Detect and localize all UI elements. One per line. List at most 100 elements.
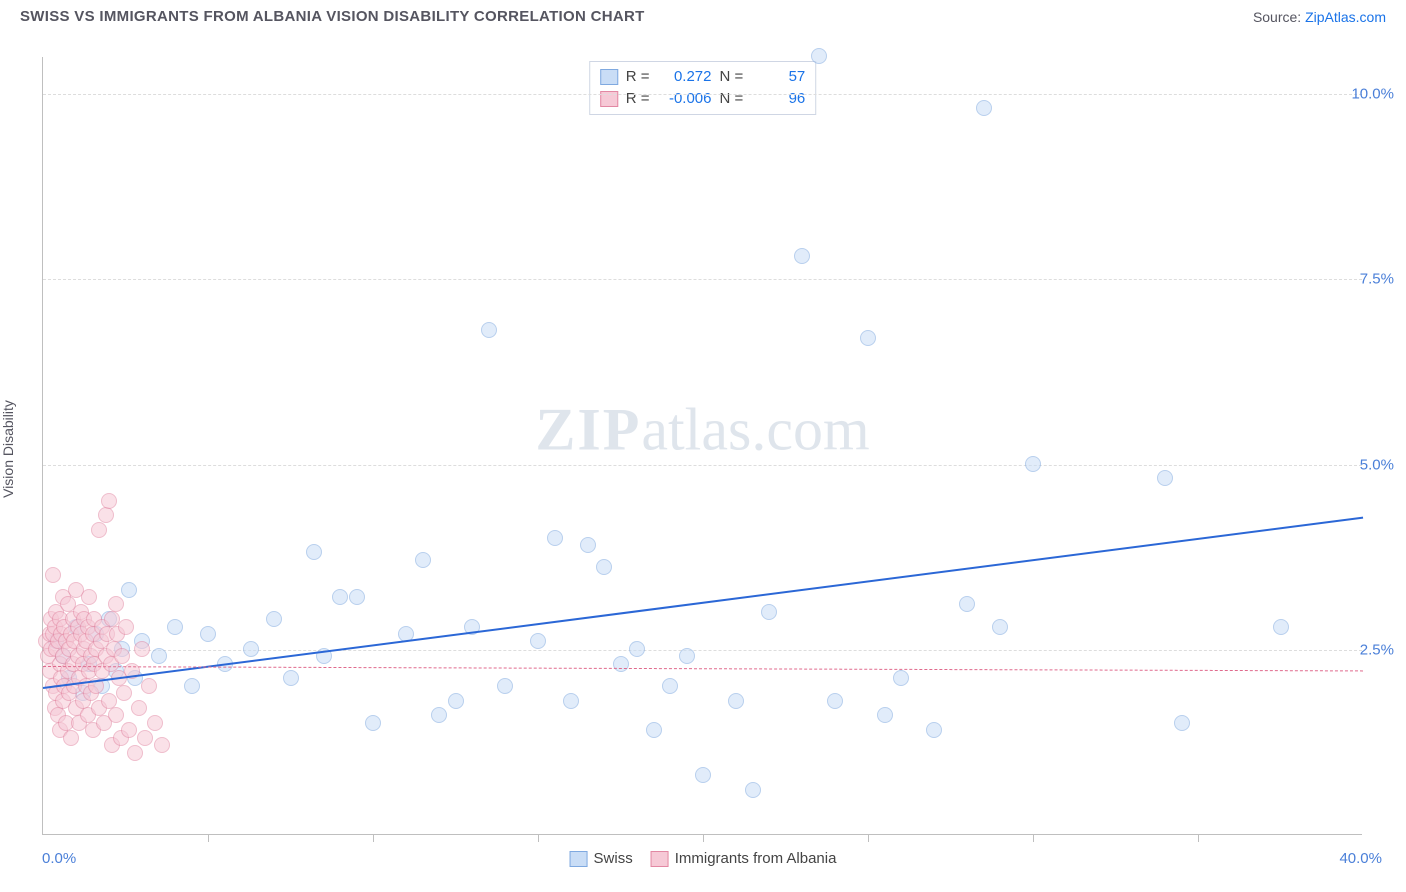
data-point (167, 619, 183, 635)
data-point (761, 604, 777, 620)
gridline (43, 279, 1362, 280)
data-point (1025, 456, 1041, 472)
data-point (827, 693, 843, 709)
data-point (959, 596, 975, 612)
data-point (629, 641, 645, 657)
data-point (137, 730, 153, 746)
data-point (811, 48, 827, 64)
data-point (580, 537, 596, 553)
data-point (283, 670, 299, 686)
data-point (121, 582, 137, 598)
data-point (45, 567, 61, 583)
data-point (141, 678, 157, 694)
header: SWISS VS IMMIGRANTS FROM ALBANIA VISION … (0, 0, 1406, 29)
data-point (91, 522, 107, 538)
y-tick-label: 10.0% (1351, 86, 1394, 103)
data-point (151, 648, 167, 664)
y-tick-label: 7.5% (1360, 271, 1394, 288)
data-point (134, 641, 150, 657)
data-point (108, 707, 124, 723)
legend-item-swiss: Swiss (570, 850, 633, 867)
data-point (101, 693, 117, 709)
data-point (728, 693, 744, 709)
data-point (745, 782, 761, 798)
data-point (365, 715, 381, 731)
data-point (1157, 470, 1173, 486)
legend-top-row-1: R = -0.006 N = 96 (600, 88, 806, 110)
r-value-swiss: 0.272 (658, 66, 712, 88)
data-point (81, 589, 97, 605)
data-point (992, 619, 1008, 635)
y-axis-label: Vision Disability (0, 400, 16, 498)
data-point (131, 700, 147, 716)
data-point (481, 322, 497, 338)
data-point (1273, 619, 1289, 635)
legend-bottom: Swiss Immigrants from Albania (570, 850, 837, 867)
data-point (332, 589, 348, 605)
gridline (43, 650, 1362, 651)
legend-item-albania: Immigrants from Albania (651, 850, 837, 867)
data-point (349, 589, 365, 605)
data-point (530, 633, 546, 649)
x-tick (703, 834, 704, 842)
trend-line (43, 516, 1363, 688)
r-value-albania: -0.006 (658, 88, 712, 110)
data-point (976, 100, 992, 116)
data-point (121, 722, 137, 738)
gridline (43, 94, 1362, 95)
x-tick (1198, 834, 1199, 842)
legend-top: R = 0.272 N = 57 R = -0.006 N = 96 (589, 61, 817, 115)
x-tick (373, 834, 374, 842)
source-link[interactable]: ZipAtlas.com (1305, 9, 1386, 25)
x-axis-max: 40.0% (1339, 850, 1382, 867)
n-label: N = (720, 66, 744, 88)
y-tick-label: 2.5% (1360, 641, 1394, 658)
data-point (794, 248, 810, 264)
swatch-swiss-icon (570, 851, 588, 867)
n-value-swiss: 57 (751, 66, 805, 88)
data-point (926, 722, 942, 738)
source-label: Source: (1253, 9, 1301, 25)
x-tick (538, 834, 539, 842)
data-point (154, 737, 170, 753)
source: Source: ZipAtlas.com (1253, 9, 1386, 25)
x-axis-min: 0.0% (42, 850, 76, 867)
data-point (547, 530, 563, 546)
watermark-bold: ZIP (535, 396, 641, 462)
chart-area: Vision Disability ZIPatlas.com R = 0.272… (0, 29, 1406, 869)
gridline (43, 465, 1362, 466)
data-point (431, 707, 447, 723)
legend-top-row-0: R = 0.272 N = 57 (600, 66, 806, 88)
swatch-swiss-icon (600, 69, 618, 85)
data-point (306, 544, 322, 560)
data-point (200, 626, 216, 642)
trend-line (43, 666, 1363, 671)
data-point (63, 730, 79, 746)
chart-title: SWISS VS IMMIGRANTS FROM ALBANIA VISION … (20, 8, 645, 25)
data-point (147, 715, 163, 731)
n-value-albania: 96 (751, 88, 805, 110)
data-point (101, 493, 117, 509)
data-point (662, 678, 678, 694)
data-point (497, 678, 513, 694)
data-point (415, 552, 431, 568)
data-point (646, 722, 662, 738)
legend-label-albania: Immigrants from Albania (675, 850, 837, 867)
data-point (266, 611, 282, 627)
data-point (563, 693, 579, 709)
data-point (877, 707, 893, 723)
data-point (114, 648, 130, 664)
data-point (695, 767, 711, 783)
plot-region: ZIPatlas.com R = 0.272 N = 57 R = -0.006… (42, 57, 1362, 835)
watermark-light: atlas.com (641, 396, 869, 462)
data-point (860, 330, 876, 346)
r-label: R = (626, 88, 650, 110)
swatch-albania-icon (651, 851, 669, 867)
data-point (127, 745, 143, 761)
data-point (184, 678, 200, 694)
data-point (596, 559, 612, 575)
legend-label-swiss: Swiss (594, 850, 633, 867)
watermark: ZIPatlas.com (535, 395, 869, 464)
data-point (116, 685, 132, 701)
y-tick-label: 5.0% (1360, 456, 1394, 473)
